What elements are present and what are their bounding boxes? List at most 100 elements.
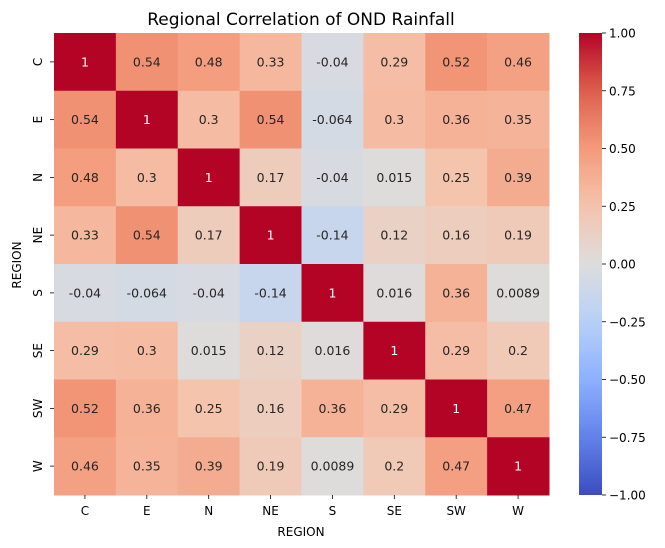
cell-value-label: 0.2	[384, 459, 404, 474]
cell-value-label: -0.04	[316, 54, 348, 69]
x-tick-label: NE	[262, 504, 279, 518]
heatmap-cell-E-E	[115, 90, 179, 149]
cell-value-label: 1	[81, 54, 89, 69]
x-tick-label: SE	[387, 504, 402, 518]
cell-value-label: 0.48	[195, 54, 223, 69]
heatmap-cell-C-E	[115, 33, 179, 92]
cell-value-label: 0.17	[257, 170, 285, 185]
x-tick-label: N	[204, 504, 213, 518]
heatmap-cell-S-N	[177, 264, 241, 323]
cell-value-label: -0.14	[316, 228, 348, 243]
cell-value-label: 0.3	[137, 343, 157, 358]
heatmap-cell-W-N	[177, 437, 241, 496]
heatmap-cells: 1 0.54 0.48 0.33 -0.04 0.29 0.52 0.46 0.54 1 0.3 0.…	[54, 33, 550, 496]
cell-value-label: 0.12	[380, 228, 408, 243]
heatmap-cell-W-NE	[239, 437, 302, 496]
heatmap-cell-SE-SE	[363, 321, 426, 380]
cell-value-label: 0.54	[257, 112, 285, 127]
cell-value-label: 0.3	[137, 170, 157, 185]
cell-value-label: 0.016	[376, 285, 412, 300]
cell-value-label: 1	[205, 170, 213, 185]
colorbar-tick-label: 0.25	[609, 200, 636, 214]
heatmap-cell-W-W	[487, 437, 550, 496]
cell-value-label: -0.04	[69, 285, 101, 300]
heatmap-cell-N-S	[301, 148, 364, 207]
heatmap-cell-S-S	[301, 264, 364, 323]
colorbar-tick-label: −0.25	[609, 315, 646, 329]
heatmap-cell-C-SE	[363, 33, 426, 92]
cell-value-label: 0.54	[133, 228, 161, 243]
cell-value-label: 1	[452, 401, 460, 416]
x-tick-label: E	[143, 504, 151, 518]
heatmap-cell-NE-S	[301, 206, 364, 265]
x-axis-label: REGION	[277, 525, 324, 539]
y-tick-label: NE	[31, 227, 45, 244]
heatmap-cell-E-W	[487, 90, 550, 149]
cell-value-label: 0.46	[504, 54, 532, 69]
cell-value-label: 0.016	[315, 343, 351, 358]
cell-value-label: 0.29	[380, 401, 408, 416]
cell-value-label: 0.47	[504, 401, 532, 416]
colorbar-tick-label: 0.00	[609, 258, 636, 272]
heatmap-cell-N-NE	[239, 148, 302, 207]
x-tick-label: C	[81, 504, 89, 518]
cell-value-label: 0.12	[257, 343, 285, 358]
cell-value-label: 1	[514, 459, 522, 474]
heatmap-cell-N-N	[177, 148, 241, 207]
heatmap-cell-NE-NE	[239, 206, 302, 265]
heatmap-cell-SW-NE	[239, 379, 302, 438]
x-tick-label: W	[512, 504, 524, 518]
heatmap-cell-NE-W	[487, 206, 550, 265]
heatmap-cell-S-SE	[363, 264, 426, 323]
heatmap-cell-SW-W	[487, 379, 550, 438]
cell-value-label: 0.19	[504, 228, 532, 243]
heatmap-cell-E-SW	[425, 90, 488, 149]
cell-value-label: 0.36	[442, 285, 470, 300]
heatmap-cell-SW-S	[301, 379, 364, 438]
cell-value-label: -0.14	[254, 285, 286, 300]
heatmap-cell-S-W	[487, 264, 550, 323]
cell-value-label: 0.54	[133, 54, 161, 69]
colorbar-tick-label: 0.75	[609, 84, 636, 98]
cell-value-label: 0.48	[71, 170, 99, 185]
x-tick-label: S	[329, 504, 337, 518]
heatmap-cell-SE-S	[301, 321, 364, 380]
chart-title: Regional Correlation of OND Rainfall	[147, 10, 454, 30]
heatmap-cell-NE-SW	[425, 206, 488, 265]
y-tick-label: S	[31, 289, 45, 297]
heatmap-cell-NE-E	[115, 206, 179, 265]
cell-value-label: 0.29	[442, 343, 470, 358]
heatmap-cell-C-S	[301, 33, 364, 92]
x-axis-ticks: C E N NE S SE SW W	[81, 495, 524, 518]
cell-value-label: 0.17	[195, 228, 223, 243]
heatmap-cell-E-SE	[363, 90, 426, 149]
colorbar	[579, 33, 602, 495]
y-tick-label: W	[31, 460, 45, 472]
heatmap-cell-SW-N	[177, 379, 241, 438]
cell-value-label: -0.04	[193, 285, 225, 300]
heatmap-cell-N-E	[115, 148, 179, 207]
cell-value-label: 0.36	[133, 401, 161, 416]
heatmap-cell-NE-N	[177, 206, 241, 265]
x-tick-label: SW	[446, 504, 466, 518]
heatmap-cell-C-NE	[239, 33, 302, 92]
y-axis-ticks: C E N NE S SE SW W	[31, 58, 54, 472]
heatmap-cell-W-E	[115, 437, 179, 496]
heatmap-cell-SW-E	[115, 379, 179, 438]
heatmap-cell-SW-SE	[363, 379, 426, 438]
cell-value-label: 0.33	[71, 228, 99, 243]
heatmap-cell-SE-C	[54, 321, 117, 380]
cell-value-label: 0.015	[191, 343, 227, 358]
heatmap-cell-NE-SE	[363, 206, 426, 265]
heatmap-cell-S-C	[54, 264, 117, 323]
heatmap-cell-SE-W	[487, 321, 550, 380]
cell-value-label: 0.29	[380, 54, 408, 69]
cell-value-label: 0.33	[257, 54, 285, 69]
cell-value-label: 0.16	[442, 228, 470, 243]
heatmap-cell-SE-E	[115, 321, 179, 380]
cell-value-label: 0.36	[442, 112, 470, 127]
y-tick-label: SE	[31, 343, 45, 358]
heatmap-cell-W-SW	[425, 437, 488, 496]
cell-value-label: 0.0089	[311, 459, 355, 474]
